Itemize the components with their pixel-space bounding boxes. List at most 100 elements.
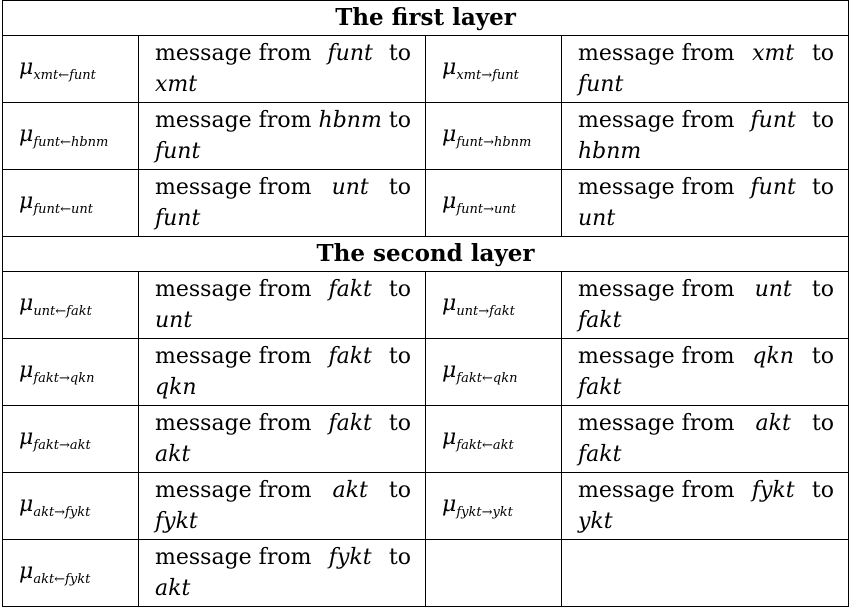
mu-symbol: μ bbox=[442, 55, 457, 80]
message-symbol-cell: μfakt→qkn bbox=[2, 338, 139, 406]
message-description-cell: message from funt to hbnm bbox=[560, 102, 850, 170]
to-word: to bbox=[388, 344, 411, 369]
description-prefix: message from bbox=[578, 175, 735, 200]
description-prefix: message from bbox=[578, 41, 735, 66]
message-description-cell: message from fykt to akt bbox=[138, 539, 426, 607]
destination-variable: fakt bbox=[578, 442, 622, 467]
message-description-cell: message from akt to fakt bbox=[560, 405, 850, 473]
message-description-cell: message from fykt to ykt bbox=[560, 472, 850, 540]
message-description-cell: message from funt to xmt bbox=[138, 35, 426, 103]
mu-symbol: μ bbox=[19, 291, 34, 316]
destination-variable: funt bbox=[155, 206, 201, 231]
description-prefix: message from bbox=[155, 108, 312, 133]
to-word: to bbox=[388, 41, 411, 66]
table-row: μakt←fykt message from fykt to akt bbox=[2, 539, 850, 607]
message-description-cell: message from unt to fakt bbox=[560, 271, 850, 339]
destination-variable: fakt bbox=[578, 375, 622, 400]
empty-cell bbox=[425, 539, 562, 607]
destination-variable: unt bbox=[578, 206, 616, 231]
message-symbol-cell: μxmt←funt bbox=[2, 35, 139, 103]
to-word: to bbox=[388, 478, 411, 503]
destination-variable: fakt bbox=[578, 308, 622, 333]
message-symbol-cell: μunt→fakt bbox=[425, 271, 562, 339]
table-row: μfunt←hbnm message from hbnm to funt μfunt→hb… bbox=[2, 102, 850, 170]
description-prefix: message from bbox=[155, 344, 312, 369]
description-line: message from fakt to bbox=[155, 341, 411, 372]
description-prefix: message from bbox=[578, 277, 735, 302]
description-line: message from fykt to bbox=[578, 475, 834, 506]
symbol-subscript: xmt→funt bbox=[456, 68, 519, 83]
description-line: message from unt to bbox=[155, 172, 411, 203]
mu-symbol: μ bbox=[442, 425, 457, 450]
destination-variable: fykt bbox=[155, 509, 198, 534]
symbol-subscript: fykt→ykt bbox=[456, 505, 513, 520]
description-prefix: message from bbox=[155, 277, 312, 302]
description-prefix: message from bbox=[155, 478, 312, 503]
message-symbol-cell: μfakt→akt bbox=[2, 405, 139, 473]
description-prefix: message from bbox=[155, 411, 312, 436]
symbol-subscript: unt→fakt bbox=[456, 304, 515, 319]
source-variable: funt bbox=[750, 175, 796, 200]
description-line: message from fakt to bbox=[155, 408, 411, 439]
source-variable: akt bbox=[755, 411, 791, 436]
source-variable: funt bbox=[327, 41, 373, 66]
mu-symbol: μ bbox=[19, 55, 34, 80]
mu-symbol: μ bbox=[19, 122, 34, 147]
mu-symbol: μ bbox=[442, 492, 457, 517]
destination-variable: qkn bbox=[155, 375, 197, 400]
destination-variable: ykt bbox=[578, 509, 613, 534]
empty-cell bbox=[560, 539, 850, 607]
message-symbol-cell: μfakt←akt bbox=[425, 405, 562, 473]
symbol-subscript: xmt←funt bbox=[33, 68, 96, 83]
source-variable: unt bbox=[754, 277, 792, 302]
mu-symbol: μ bbox=[442, 189, 457, 214]
to-word: to bbox=[811, 277, 835, 302]
message-description-cell: message from fakt to akt bbox=[138, 405, 426, 473]
message-symbol-cell: μfunt→hbnm bbox=[425, 102, 562, 170]
mu-symbol: μ bbox=[19, 358, 34, 383]
symbol-subscript: funt←unt bbox=[33, 202, 93, 217]
description-prefix: message from bbox=[155, 545, 312, 570]
message-description-cell: message from hbnm to funt bbox=[138, 102, 426, 170]
destination-variable: funt bbox=[578, 72, 624, 97]
source-variable: fakt bbox=[328, 277, 372, 302]
mu-symbol: μ bbox=[19, 189, 34, 214]
source-variable: qkn bbox=[752, 344, 794, 369]
message-description-cell: message from unt to funt bbox=[138, 169, 426, 237]
destination-variable: funt bbox=[155, 139, 201, 164]
to-word: to bbox=[388, 108, 411, 133]
description-line: message from funt to bbox=[578, 105, 834, 136]
to-word: to bbox=[388, 175, 411, 200]
message-symbol-cell: μakt→fykt bbox=[2, 472, 139, 540]
source-variable: xmt bbox=[752, 41, 795, 66]
table-row: μfakt→qkn message from fakt to qkn μfakt←qkn m… bbox=[2, 338, 850, 406]
message-symbol-cell: μunt←fakt bbox=[2, 271, 139, 339]
source-variable: unt bbox=[331, 175, 369, 200]
message-description-cell: message from xmt to funt bbox=[560, 35, 850, 103]
table-row: μfunt←unt message from unt to funt μfunt→unt m… bbox=[2, 169, 850, 237]
mu-symbol: μ bbox=[442, 291, 457, 316]
symbol-subscript: akt←fykt bbox=[33, 572, 91, 587]
description-prefix: message from bbox=[578, 478, 735, 503]
message-symbol-cell: μfunt→unt bbox=[425, 169, 562, 237]
destination-variable: akt bbox=[155, 576, 191, 601]
description-line: message from funt to bbox=[578, 172, 834, 203]
source-variable: fakt bbox=[328, 411, 372, 436]
layer-header-row: The second layer bbox=[1, 236, 850, 272]
message-description-cell: message from fakt to qkn bbox=[138, 338, 426, 406]
to-word: to bbox=[388, 411, 411, 436]
symbol-subscript: fakt→akt bbox=[33, 438, 91, 453]
description-line: message from fykt to bbox=[155, 542, 411, 573]
description-prefix: message from bbox=[578, 108, 735, 133]
symbol-subscript: funt←hbnm bbox=[33, 135, 109, 150]
mu-symbol: μ bbox=[19, 492, 34, 517]
description-line: message from qkn to bbox=[578, 341, 834, 372]
symbol-subscript: fakt→qkn bbox=[33, 371, 95, 386]
symbol-subscript: funt→unt bbox=[456, 202, 516, 217]
description-prefix: message from bbox=[155, 41, 312, 66]
table-row: μunt←fakt message from fakt to unt μunt→fakt m… bbox=[2, 271, 850, 339]
message-symbol-cell: μxmt→funt bbox=[425, 35, 562, 103]
